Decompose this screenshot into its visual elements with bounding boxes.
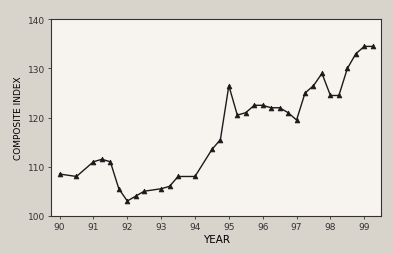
X-axis label: YEAR: YEAR	[203, 234, 230, 244]
Y-axis label: COMPOSITE INDEX: COMPOSITE INDEX	[15, 76, 24, 160]
